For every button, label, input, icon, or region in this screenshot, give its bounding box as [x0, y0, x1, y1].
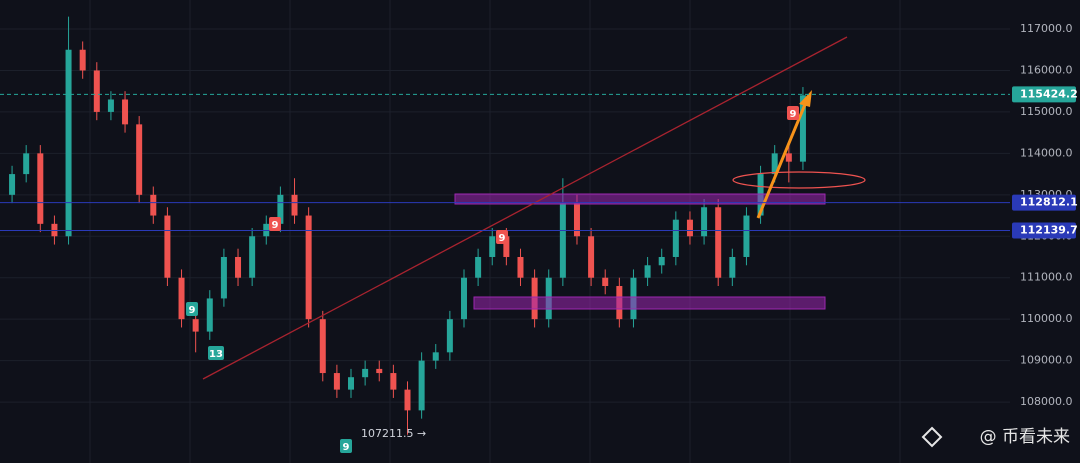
- signal-badge: [496, 230, 508, 244]
- candle-body: [715, 207, 722, 278]
- candle-body: [588, 236, 595, 278]
- highlight-ellipse: [732, 171, 866, 189]
- y-tick-label: 108000.0: [1020, 395, 1073, 408]
- candle-body: [460, 277, 467, 320]
- candle-body: [559, 203, 566, 278]
- candle-body: [192, 319, 199, 332]
- y-tick-label: 111000.0: [1020, 271, 1073, 284]
- signal: 9: [343, 442, 350, 453]
- candle-body: [672, 219, 679, 257]
- resistance-zone: [454, 193, 826, 205]
- candle-body: [475, 256, 482, 278]
- candle-body: [37, 153, 44, 224]
- y-tick-label: 114000.0: [1020, 146, 1073, 159]
- candle-body: [771, 153, 778, 175]
- y-tick-label: 110000.0: [1020, 312, 1073, 325]
- candle-body: [404, 389, 411, 411]
- candle-body: [785, 153, 792, 162]
- candle-body: [23, 153, 30, 175]
- signal-badge: [787, 106, 799, 120]
- candle-body: [79, 49, 86, 71]
- signal: 9: [499, 233, 506, 244]
- candle-body: [686, 219, 693, 237]
- candle-body: [658, 256, 665, 266]
- signal: 9: [189, 305, 196, 316]
- candle-body: [517, 256, 524, 278]
- candle-body: [235, 256, 242, 278]
- candle-body: [249, 236, 256, 278]
- watermark: @ 币看未来: [980, 427, 1070, 447]
- candle-body: [489, 236, 496, 257]
- candle-body: [644, 265, 651, 278]
- y-tick-label: 115000.0: [1020, 105, 1073, 118]
- y-tick-label: 109000.0: [1020, 354, 1073, 367]
- candle-body: [602, 277, 609, 287]
- candle-body: [446, 319, 453, 353]
- candle-body: [93, 70, 100, 112]
- price-tag: [1012, 222, 1076, 239]
- low-annotation: 107211.5 →: [361, 427, 426, 440]
- candles: [9, 16, 806, 435]
- candle-body: [178, 277, 185, 320]
- candle-body: [503, 236, 510, 257]
- candle-body: [291, 194, 298, 216]
- projection-arrow: [756, 101, 808, 219]
- candle-body: [348, 377, 355, 390]
- candle-body: [220, 256, 227, 299]
- candle-body: [432, 352, 439, 361]
- candle-body: [9, 174, 16, 195]
- candle-body: [573, 203, 580, 237]
- candle-body: [418, 360, 425, 411]
- candle-body: [206, 298, 213, 332]
- candle-body: [65, 49, 72, 237]
- candle-body: [277, 194, 284, 224]
- candle-body: [319, 319, 326, 374]
- price-axis-labels: 108000.0109000.0110000.0111000.0112000.0…: [1012, 22, 1078, 408]
- price-tag-label: 112139.7: [1020, 223, 1078, 236]
- trend-line: [202, 36, 848, 380]
- price-tag-label: 112812.1: [1020, 196, 1078, 209]
- candle-body: [107, 99, 114, 112]
- signal-badge: [208, 346, 224, 360]
- candle-body: [305, 215, 312, 320]
- candle-body: [743, 215, 750, 257]
- candle-body: [362, 368, 369, 378]
- candle-body: [729, 256, 736, 278]
- candle-body: [122, 99, 129, 125]
- y-tick-label: 116000.0: [1020, 63, 1073, 76]
- signal-badge: [186, 302, 198, 316]
- signal: 9: [272, 220, 279, 231]
- candle-body: [390, 373, 397, 390]
- candle-body: [799, 95, 806, 162]
- price-tag: [1012, 86, 1076, 103]
- signal: 9: [790, 109, 797, 120]
- support-zone: [473, 296, 826, 310]
- y-tick-label: 117000.0: [1020, 22, 1073, 35]
- candle-body: [164, 215, 171, 278]
- signal-badge: [340, 439, 352, 453]
- candle-body: [701, 207, 708, 237]
- candle-body: [376, 368, 383, 374]
- price-tag: [1012, 194, 1076, 211]
- candle-body: [136, 124, 143, 195]
- watermark-logo: [921, 426, 943, 448]
- candle-body: [333, 373, 340, 390]
- candle-body: [150, 194, 157, 216]
- signal-badge: [269, 217, 281, 231]
- price-tag-label: 115424.2: [1020, 87, 1078, 100]
- signal: 13: [209, 349, 223, 360]
